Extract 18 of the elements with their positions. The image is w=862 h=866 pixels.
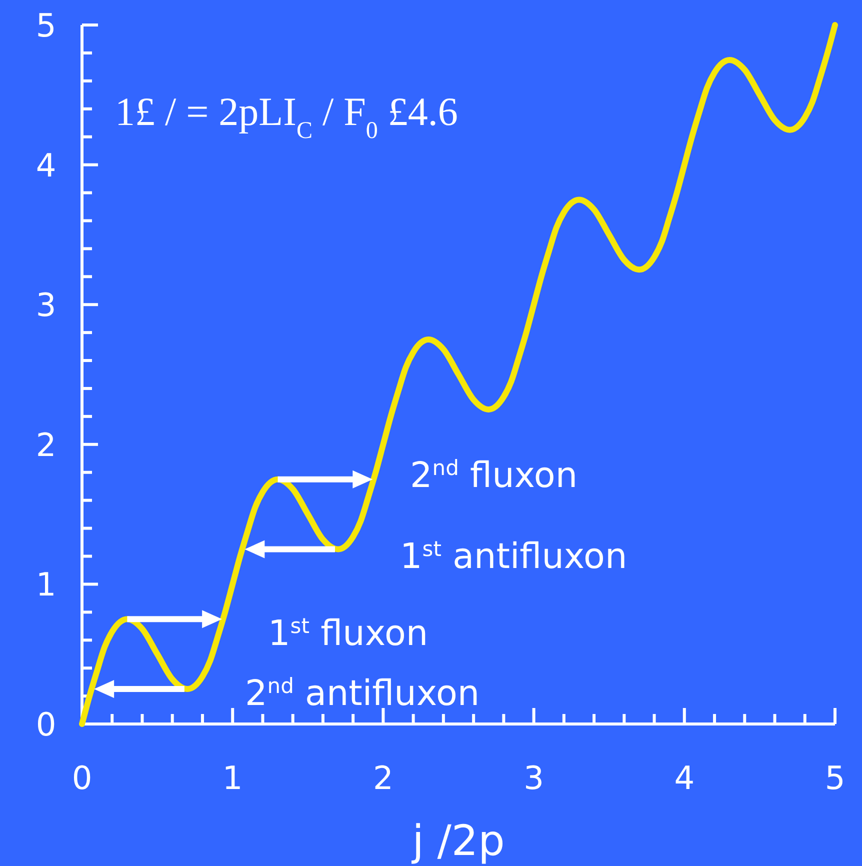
x-tick-label: 2 xyxy=(373,759,394,797)
y-tick-label: 2 xyxy=(36,426,56,464)
annotation: 1£ / = 2pLI$_{C}$ / F$_{0}$ £4.6 xyxy=(115,89,458,144)
annotation: 1$^{st}$ fluxon xyxy=(268,614,428,654)
y-tick-label: 1 xyxy=(36,566,56,604)
annotation: 1$^{st}$ antifluxon xyxy=(400,537,628,577)
annotation: 2$^{nd}$ antifluxon xyxy=(245,674,480,714)
x-tick-label: 4 xyxy=(674,759,695,797)
y-tick-label: 4 xyxy=(36,146,56,184)
x-axis-title: j /2p xyxy=(411,816,505,865)
y-tick-label: 3 xyxy=(36,286,56,324)
x-tick-label: 0 xyxy=(72,759,92,797)
y-tick-label: 0 xyxy=(36,706,56,744)
x-tick-label: 1 xyxy=(222,759,243,797)
y-tick-label: 5 xyxy=(36,6,56,45)
x-tick-label: 5 xyxy=(824,759,846,797)
annotation: 2$^{nd}$ fluxon xyxy=(410,456,578,496)
x-tick-label: 3 xyxy=(524,759,544,797)
